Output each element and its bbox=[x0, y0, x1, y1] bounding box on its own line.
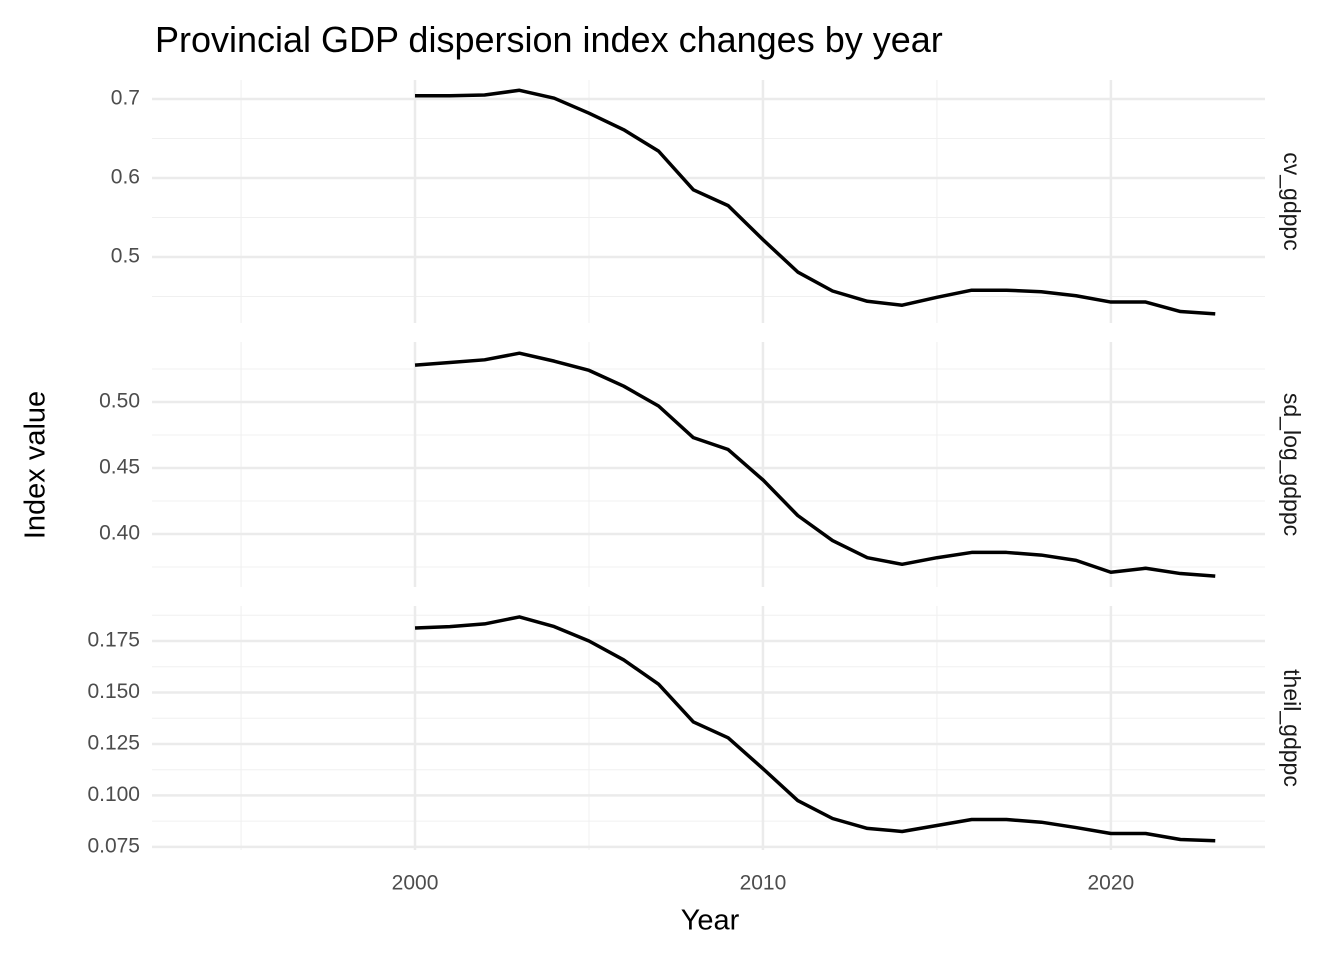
y-tick-label: 0.150 bbox=[87, 680, 140, 703]
y-axis-title: Index value bbox=[20, 391, 52, 539]
y-tick-label: 0.5 bbox=[111, 245, 140, 268]
y-tick-label: 0.7 bbox=[111, 87, 140, 110]
strip-label: sd_log_gdppc bbox=[1279, 393, 1305, 536]
y-tick-label: 0.175 bbox=[87, 629, 140, 652]
x-axis-title: Year bbox=[681, 905, 740, 937]
x-tick-label: 2000 bbox=[392, 872, 439, 895]
data-line bbox=[415, 88, 1216, 316]
strip-label: theil_gdppc bbox=[1279, 669, 1305, 787]
data-line bbox=[414, 615, 1216, 843]
y-tick-label: 0.125 bbox=[87, 732, 140, 755]
x-tick-label: 2020 bbox=[1088, 872, 1135, 895]
y-tick-label: 0.6 bbox=[111, 166, 140, 189]
x-tick-label: 2010 bbox=[740, 872, 787, 895]
data-line bbox=[414, 351, 1216, 578]
strip-label: cv_gdppc bbox=[1279, 152, 1305, 250]
y-tick-label: 0.45 bbox=[99, 456, 140, 479]
y-tick-label: 0.40 bbox=[99, 522, 140, 545]
y-tick-label: 0.100 bbox=[87, 783, 140, 806]
chart-title: Provincial GDP dispersion index changes … bbox=[155, 19, 943, 60]
y-tick-label: 0.50 bbox=[99, 390, 140, 413]
y-tick-label: 0.075 bbox=[87, 834, 140, 857]
